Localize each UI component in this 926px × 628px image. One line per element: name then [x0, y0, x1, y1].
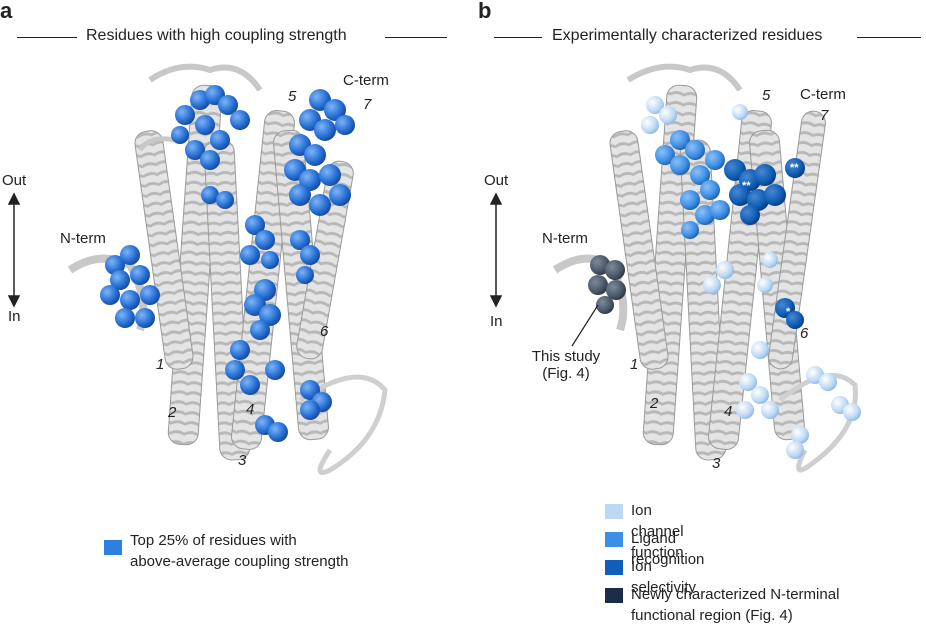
panel-b-out-label: Out — [484, 172, 509, 189]
panel-a-helix-1: 1 — [156, 356, 165, 373]
legend-label-ligand: Ligand recognition — [631, 530, 705, 568]
panel-b-residue-spheres — [588, 96, 861, 459]
panel-b-helix-1: 1 — [630, 356, 639, 373]
panel-a-cterm-label: C-term — [343, 72, 389, 89]
panel-b-annotation-line1: This study — [531, 348, 601, 365]
panel-a-legend-line2: above-average coupling strength — [130, 553, 349, 570]
panel-b-annotation: This study (Fig. 4) — [527, 348, 605, 382]
panel-a-title: Residues with high coupling strength — [86, 27, 347, 44]
panel-a-title-rule-left — [17, 37, 77, 38]
panel-b-helix-3: 3 — [712, 455, 721, 472]
legend-label-n-terminal-line2: functional region (Fig. 4) — [631, 607, 793, 624]
panel-b-title-rule-left — [494, 37, 542, 38]
panel-b-helix-7: 7 — [820, 107, 829, 124]
panel-a-helix-4: 4 — [246, 401, 255, 418]
panel-a-residue-spheres — [100, 85, 355, 442]
panel-b-helix-5: 5 — [762, 87, 771, 104]
panel-a-out-in-arrow — [7, 192, 21, 308]
panel-b-in-label: In — [490, 313, 503, 330]
panel-b-annotation-leader — [571, 304, 599, 347]
legend-label-n-terminal: Newly characterized N-terminal functiona… — [631, 584, 839, 626]
panel-a-helix-5: 5 — [288, 88, 297, 105]
panel-b-cterm-label: C-term — [800, 86, 846, 103]
panel-b-helix-2: 2 — [650, 395, 659, 412]
panel-a-letter: a — [0, 0, 13, 23]
panel-b-title-rule-right — [857, 37, 921, 38]
panel-a-out-label: Out — [2, 172, 27, 189]
panel-a-legend-line1: Top 25% of residues with — [130, 532, 297, 549]
panel-a-helix-7: 7 — [363, 96, 372, 113]
panel-b-double-star-2: ** — [790, 162, 799, 174]
panel-a-legend-text: Top 25% of residues with above-average c… — [130, 530, 348, 572]
panel-a-nterm-label: N-term — [60, 230, 106, 247]
panel-b-single-star: * — [786, 306, 791, 318]
panel-a-title-rule-right — [385, 37, 447, 38]
panel-b-annotation-line2: (Fig. 4) — [542, 365, 590, 382]
panel-a-helix-6: 6 — [320, 323, 329, 340]
panel-a-in-label: In — [8, 308, 21, 325]
panel-a-helix-2: 2 — [168, 404, 177, 421]
legend-swatch-ion-channel — [605, 504, 623, 519]
panel-b-title: Experimentally characterized residues — [552, 27, 823, 44]
legend-label-n-terminal-line1: Newly characterized N-terminal — [631, 586, 840, 603]
panel-b-double-star-1: ** — [742, 180, 751, 192]
panel-b-letter: b — [478, 0, 492, 23]
panel-a-legend-swatch — [104, 540, 122, 555]
panel-b-helix-4: 4 — [724, 403, 733, 420]
panel-b-nterm-label: N-term — [542, 230, 588, 247]
panel-b-out-in-arrow — [489, 192, 503, 308]
legend-label-ion-selectivity: Ion selectivity — [631, 558, 697, 596]
legend-label-ion-channel: Ion channel function — [631, 502, 684, 561]
legend-swatch-ion-selectivity — [605, 560, 623, 575]
legend-swatch-n-terminal — [605, 588, 623, 603]
legend-swatch-ligand — [605, 532, 623, 547]
panel-b-helix-6: 6 — [800, 325, 809, 342]
panel-a-helix-3: 3 — [238, 452, 247, 469]
